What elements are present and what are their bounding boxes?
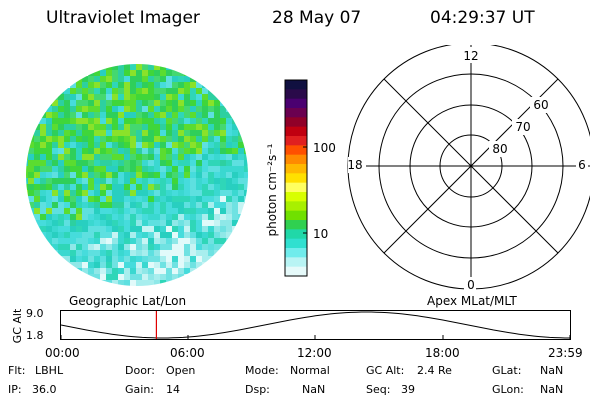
mlt-label-left: 18 bbox=[347, 158, 362, 172]
colorbar-swatch bbox=[285, 80, 307, 90]
ip-value: 36.0 bbox=[32, 383, 57, 396]
colorbar-swatch bbox=[285, 117, 307, 128]
timeline-ytick-top: 9.0 bbox=[26, 307, 44, 320]
mode-value: Normal bbox=[290, 364, 330, 377]
door-value: Open bbox=[166, 364, 196, 377]
colorbar bbox=[284, 79, 308, 277]
colorbar-swatch bbox=[285, 145, 307, 156]
polar-grid: 12 18 6 0 60 70 80 bbox=[347, 45, 590, 292]
observation-time: 04:29:37 UT bbox=[430, 8, 535, 28]
ip-label: IP: bbox=[8, 383, 22, 396]
gc-alt-value: 2.4 Re bbox=[417, 364, 452, 377]
dsp-label: Dsp: bbox=[245, 383, 270, 396]
colorbar-tick-100: 100 bbox=[313, 141, 336, 155]
colorbar-swatch bbox=[285, 98, 307, 109]
filter-label: Flt: bbox=[8, 364, 26, 377]
colorbar-swatch bbox=[285, 220, 307, 230]
colorbar-tick-10: 10 bbox=[313, 227, 329, 241]
timeline-right-label: Apex MLat/MLT bbox=[427, 294, 517, 308]
seq-label: Seq: bbox=[366, 383, 391, 396]
colorbar-swatch bbox=[285, 238, 307, 249]
timeline-xtick-2: 12:00 bbox=[297, 346, 332, 360]
glat-label: GLat: bbox=[492, 364, 522, 377]
timeline-xtick-1: 06:00 bbox=[170, 346, 205, 360]
lat-label-70: 70 bbox=[515, 120, 530, 134]
colorbar-swatch bbox=[285, 108, 307, 118]
colorbar-swatch bbox=[285, 201, 307, 212]
mode-label: Mode: bbox=[245, 364, 279, 377]
colorbar-swatch bbox=[285, 173, 307, 184]
observation-date: 28 May 07 bbox=[272, 8, 362, 28]
altitude-timeline bbox=[60, 310, 571, 340]
colorbar-swatch bbox=[285, 229, 307, 240]
colorbar-swatch bbox=[285, 164, 307, 174]
dsp-value: NaN bbox=[302, 383, 326, 396]
gain-value: 14 bbox=[166, 383, 180, 396]
colorbar-swatch bbox=[285, 89, 307, 100]
auroral-image-pixels bbox=[26, 64, 248, 286]
mlt-label-top: 12 bbox=[463, 49, 478, 63]
colorbar-swatch bbox=[285, 136, 307, 146]
gain-label: Gain: bbox=[125, 383, 154, 396]
gc-alt-label: GC Alt: bbox=[366, 364, 405, 377]
timeline-left-label: Geographic Lat/Lon bbox=[69, 294, 187, 308]
mlt-diagonal-2 bbox=[383, 78, 559, 254]
glon-value: NaN bbox=[540, 383, 564, 396]
colorbar-swatch bbox=[285, 192, 307, 202]
altitude-curve bbox=[60, 311, 570, 339]
colorbar-swatch bbox=[285, 210, 307, 221]
mlt-label-bottom: 0 bbox=[467, 278, 475, 292]
colorbar-swatch bbox=[285, 182, 307, 193]
timeline-xtick-3: 18:00 bbox=[425, 346, 460, 360]
door-label: Door: bbox=[125, 364, 155, 377]
colorbar-swatch bbox=[285, 266, 307, 277]
timeline-xtick-4: 23:59 bbox=[548, 346, 583, 360]
instrument-title: Ultraviolet Imager bbox=[46, 8, 200, 28]
colorbar-swatch bbox=[285, 126, 307, 137]
colorbar-swatch bbox=[285, 154, 307, 165]
auroral-image bbox=[26, 64, 248, 286]
lat-label-60: 60 bbox=[533, 98, 548, 112]
timeline-xtick-0: 00:00 bbox=[45, 346, 80, 360]
glat-value: NaN bbox=[540, 364, 564, 377]
seq-value: 39 bbox=[401, 383, 415, 396]
colorbar-swatch bbox=[285, 248, 307, 258]
filter-value: LBHL bbox=[35, 364, 64, 377]
timeline-axis-title: GC Alt bbox=[11, 308, 24, 344]
mlt-label-right: 6 bbox=[578, 158, 586, 172]
timeline-ytick-bottom: 1.8 bbox=[26, 329, 44, 342]
colorbar-unit-label: photon cm⁻²s⁻¹ bbox=[265, 143, 279, 237]
colorbar-swatch bbox=[285, 257, 307, 268]
lat-label-80: 80 bbox=[492, 142, 507, 156]
glon-label: GLon: bbox=[492, 383, 524, 396]
